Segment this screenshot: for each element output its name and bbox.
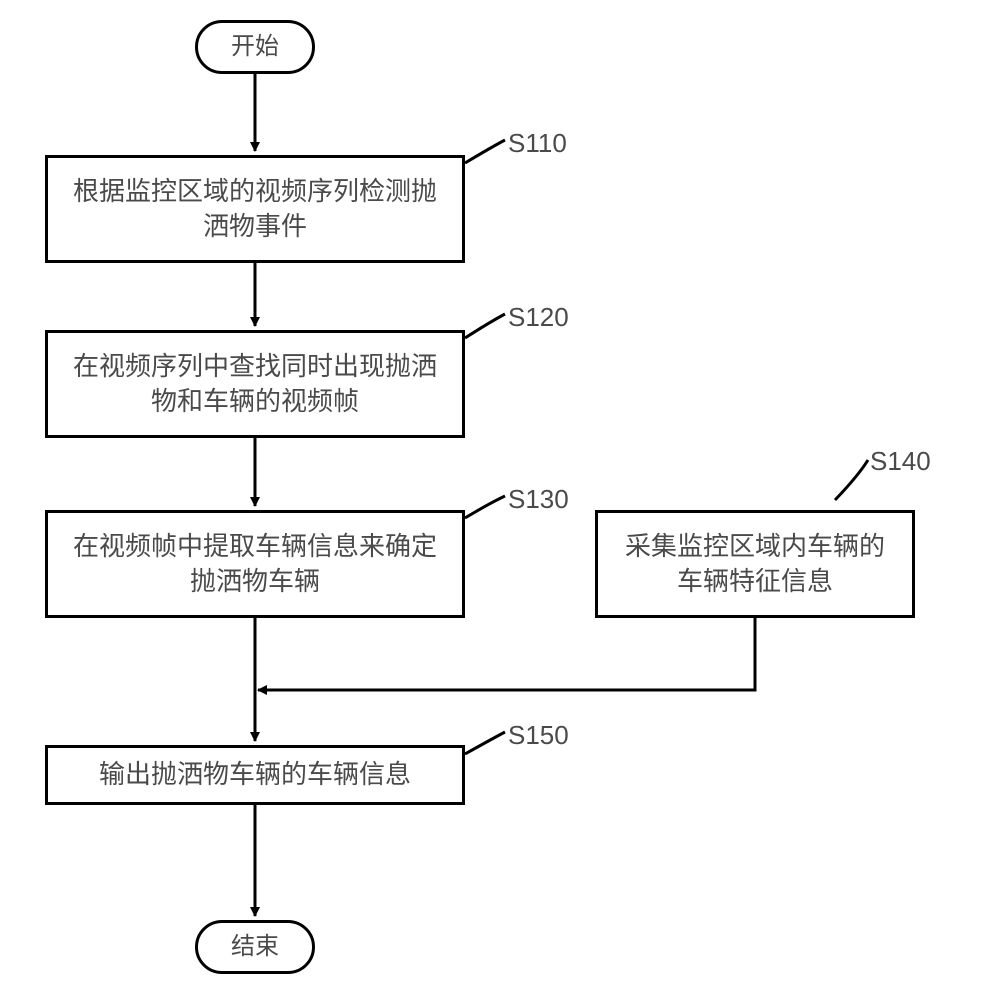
- start-label: 开始: [231, 31, 279, 63]
- process-s110-text: 根据监控区域的视频序列检测抛 洒物事件: [73, 174, 437, 244]
- callout-s120: [465, 314, 505, 338]
- process-s150-text: 输出抛洒物车辆的车辆信息: [99, 757, 411, 792]
- terminator-start: 开始: [195, 20, 315, 74]
- step-label-s130: S130: [508, 484, 569, 515]
- process-s140: 采集监控区域内车辆的 车辆特征信息: [595, 510, 915, 618]
- process-s150: 输出抛洒物车辆的车辆信息: [45, 745, 465, 805]
- process-s120: 在视频序列中查找同时出现抛洒 物和车辆的视频帧: [45, 330, 465, 438]
- step-label-s110: S110: [508, 128, 567, 159]
- terminator-end: 结束: [195, 920, 315, 974]
- end-label: 结束: [231, 931, 279, 963]
- step-label-s150: S150: [508, 720, 569, 751]
- flowchart-canvas: 开始 根据监控区域的视频序列检测抛 洒物事件 S110 在视频序列中查找同时出现…: [0, 0, 992, 1000]
- arrows-layer: [0, 0, 992, 1000]
- callout-s150: [465, 732, 505, 754]
- step-label-s140: S140: [870, 446, 931, 477]
- callout-s140: [835, 460, 868, 500]
- process-s130: 在视频帧中提取车辆信息来确定 抛洒物车辆: [45, 510, 465, 618]
- edge-s140-join: [258, 618, 755, 690]
- step-label-s120: S120: [508, 302, 569, 333]
- process-s130-text: 在视频帧中提取车辆信息来确定 抛洒物车辆: [73, 529, 437, 599]
- callout-s110: [465, 140, 505, 163]
- process-s140-text: 采集监控区域内车辆的 车辆特征信息: [625, 529, 885, 599]
- process-s110: 根据监控区域的视频序列检测抛 洒物事件: [45, 155, 465, 263]
- process-s120-text: 在视频序列中查找同时出现抛洒 物和车辆的视频帧: [73, 349, 437, 419]
- callout-s130: [465, 496, 505, 518]
